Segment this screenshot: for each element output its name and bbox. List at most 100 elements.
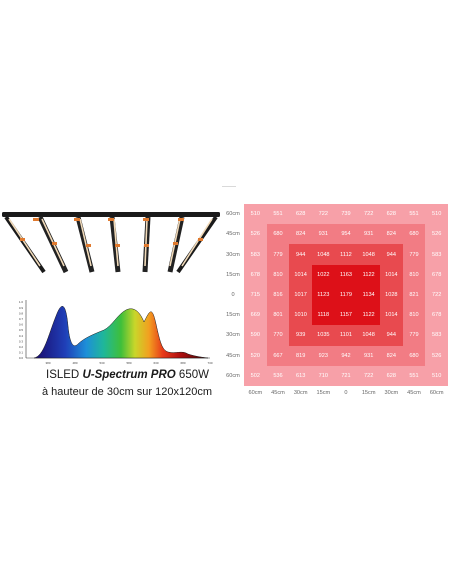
heatmap-cell: 931 (357, 345, 380, 366)
heatmap-cell: 779 (402, 325, 426, 346)
heatmap-cell: 739 (334, 204, 358, 225)
heatmap-cell: 1048 (357, 244, 380, 265)
heatmap-cell: 710 (311, 365, 335, 386)
heatmap-x-label: 0 (344, 390, 348, 396)
heatmap-cell: 1010 (289, 305, 312, 326)
heatmap-cell: 1022 (311, 264, 335, 285)
heatmap-cell: 678 (425, 305, 448, 326)
heatmap-cell: 722 (357, 204, 380, 225)
heatmap-cell: 721 (334, 365, 358, 386)
separator-dash (222, 186, 236, 187)
heatmap-y-label: 45cm (226, 231, 240, 238)
heatmap-cell: 680 (266, 224, 290, 245)
heatmap-y-label: 0 (231, 292, 235, 298)
spectrum-y-tick: 0.0 (19, 356, 24, 360)
caption-subtitle: à hauteur de 30cm sur 120x120cm (42, 386, 212, 398)
heatmap-x-labels: 60cm 45cm 30cm 15cm 0 15cm 30cm 45cm 60cm (244, 387, 448, 399)
heatmap-cell: 551 (402, 204, 426, 225)
heatmap-cell: 510 (425, 204, 448, 225)
heatmap-cell: 1014 (379, 264, 403, 285)
heatmap-y-label: 60cm (226, 372, 240, 379)
heatmap-cell: 613 (289, 365, 312, 386)
heatmap-x-label: 60cm (248, 390, 263, 396)
heatmap-cell: 1122 (357, 305, 380, 326)
spectrum-y-tick: 0.6 (19, 323, 24, 327)
spectrum-y-tick: 0.8 (19, 311, 24, 315)
heatmap-cell: 526 (425, 345, 448, 366)
spectrum-x-tick: 730 (207, 361, 212, 365)
heatmap-y-label: 45cm (226, 352, 240, 359)
heatmap-y-label: 15cm (226, 312, 240, 319)
heatmap-cell: 1118 (311, 305, 335, 326)
spectrum-x-tick: 380 (45, 361, 50, 365)
heatmap-cell: 944 (379, 244, 403, 265)
heatmap-cell: 678 (425, 264, 448, 285)
product-caption: ISLED U-Spectrum PRO 650W (46, 369, 209, 381)
heatmap-cell: 1163 (334, 264, 358, 285)
heatmap-cell: 824 (379, 345, 403, 366)
spectrum-y-tick: 0.3 (19, 339, 24, 343)
spectrum-chart: 1.0 0.90.8 0.7 0.60.5 0.40.3 0.2 0.10.0 380 480… (19, 300, 213, 365)
heatmap-cell: 583 (425, 244, 448, 265)
heatmap-cell: 1157 (334, 305, 358, 326)
heatmap-cell: 526 (244, 224, 267, 245)
caption-brand: U-Spectrum PRO (82, 369, 176, 381)
heatmap-cell: 810 (402, 264, 426, 285)
ppfd-heatmap: 60cm 45cm 30cm 15cm 0 15cm 30cm 45cm 60cm 510 551… (222, 204, 450, 402)
heatmap-cell: 680 (402, 345, 426, 366)
heatmap-cell: 1017 (289, 284, 312, 306)
spectrum-y-tick: 0.2 (19, 345, 24, 349)
heatmap-grid: 510 551 628 722 739 722 628 551 510 526 680 824 931 9… (244, 204, 448, 386)
heatmap-y-label: 60cm (226, 211, 240, 218)
heatmap-x-label: 60cm (429, 390, 444, 396)
heatmap-y-label: 15cm (226, 271, 240, 278)
heatmap-cell: 1123 (311, 284, 335, 306)
heatmap-cell: 628 (379, 204, 403, 225)
heatmap-cell: 1035 (311, 325, 335, 346)
heatmap-cell: 1122 (357, 264, 380, 285)
heatmap-x-label: 15cm (361, 390, 376, 396)
heatmap-cell: 801 (266, 305, 290, 326)
heatmap-cell: 824 (379, 224, 403, 245)
heatmap-cell: 678 (244, 264, 267, 285)
spectrum-y-tick: 0.4 (19, 334, 24, 338)
heatmap-cell: 779 (266, 244, 290, 265)
heatmap-x-label: 30cm (293, 390, 308, 396)
heatmap-y-label: 30cm (226, 332, 240, 339)
led-fixture-image (2, 212, 220, 274)
heatmap-cell: 770 (266, 325, 290, 346)
heatmap-cell: 816 (266, 284, 290, 306)
heatmap-cell: 824 (289, 224, 312, 245)
spectrum-y-tick: 0.9 (19, 306, 24, 310)
heatmap-x-label: 15cm (316, 390, 331, 396)
heatmap-cell: 1048 (311, 244, 335, 265)
heatmap-x-label: 30cm (384, 390, 399, 396)
heatmap-cell: 821 (402, 284, 426, 306)
heatmap-cell: 923 (311, 345, 335, 366)
heatmap-cell: 722 (357, 365, 380, 386)
heatmap-cell: 510 (425, 365, 448, 386)
heatmap-x-label: 45cm (271, 390, 285, 396)
heatmap-cell: 722 (425, 284, 448, 306)
heatmap-cell: 667 (266, 345, 290, 366)
heatmap-cell: 583 (425, 325, 448, 346)
caption-prefix: ISLED (46, 369, 83, 381)
heatmap-cell: 1028 (379, 284, 403, 306)
spectrum-x-tick: 530 (99, 361, 104, 365)
heatmap-cell: 551 (402, 365, 426, 386)
heatmap-cell: 1014 (289, 264, 312, 285)
heatmap-cell: 669 (244, 305, 267, 326)
heatmap-cell: 551 (266, 204, 290, 225)
heatmap-cell: 590 (244, 325, 267, 346)
heatmap-cell: 779 (402, 244, 426, 265)
heatmap-cell: 715 (244, 284, 267, 306)
heatmap-cell: 1048 (357, 325, 380, 346)
heatmap-cell: 1014 (379, 305, 403, 326)
spectrum-y-tick: 0.1 (19, 351, 24, 355)
spectrum-x-tick: 680 (180, 361, 185, 365)
heatmap-cell: 520 (244, 345, 267, 366)
heatmap-cell: 931 (357, 224, 380, 245)
heatmap-y-label: 30cm (226, 251, 240, 258)
heatmap-cell: 954 (334, 224, 358, 245)
heatmap-cell: 526 (425, 224, 448, 245)
